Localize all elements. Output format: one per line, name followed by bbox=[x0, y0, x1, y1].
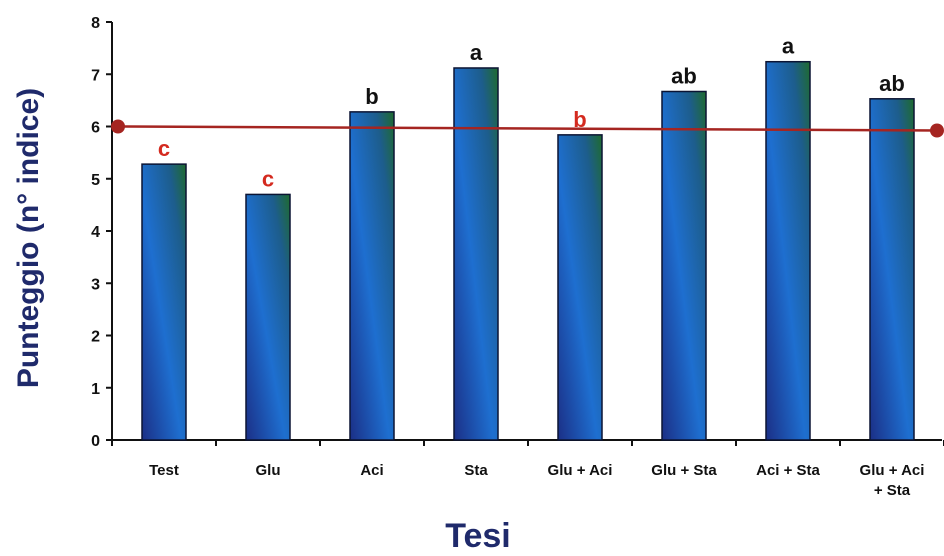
significance-letter: b bbox=[573, 107, 586, 132]
x-tick-label: + Sta bbox=[874, 482, 911, 499]
reference-line bbox=[117, 125, 939, 132]
significance-letter: a bbox=[470, 40, 483, 65]
x-tick-label: Glu + Aci bbox=[860, 462, 925, 479]
significance-letter: a bbox=[782, 34, 795, 59]
significance-letter: c bbox=[158, 136, 170, 161]
y-tick-label: 8 bbox=[91, 15, 100, 32]
y-tick-label: 4 bbox=[91, 224, 100, 241]
x-axis-title: Tesi bbox=[445, 517, 511, 555]
bar bbox=[453, 67, 499, 441]
x-tick-label: Glu + Aci bbox=[548, 462, 613, 479]
y-tick-label: 6 bbox=[91, 120, 100, 137]
reference-line-marker bbox=[111, 119, 125, 134]
y-tick-label: 3 bbox=[91, 276, 100, 293]
significance-letter: b bbox=[365, 84, 378, 109]
bar bbox=[557, 134, 603, 441]
x-tick-label: Glu bbox=[256, 462, 281, 479]
y-axis-title: Punteggio (n° indice) bbox=[12, 88, 45, 388]
bar bbox=[661, 90, 707, 441]
y-tick-label: 2 bbox=[91, 329, 100, 346]
x-tick-label: Sta bbox=[464, 462, 488, 479]
bar bbox=[141, 163, 187, 441]
plot-area: 0 1 2 3 4 5 6 7 8 c Test c Glu b Aci a Sta b Glu + Aci ab Gl… bbox=[91, 15, 944, 499]
x-tick-label: Glu + Sta bbox=[651, 462, 717, 479]
x-tick-label: Aci bbox=[360, 462, 383, 479]
x-tick-label: Aci + Sta bbox=[756, 462, 820, 479]
bar bbox=[245, 193, 291, 441]
bar bbox=[349, 111, 395, 441]
y-tick-label: 0 bbox=[91, 433, 100, 450]
significance-letter: ab bbox=[671, 63, 697, 88]
bar bbox=[869, 98, 915, 441]
x-tick-label: Test bbox=[149, 462, 179, 479]
significance-letter: ab bbox=[879, 71, 905, 96]
y-tick-label: 5 bbox=[91, 172, 100, 189]
y-tick-label: 1 bbox=[91, 381, 100, 398]
significance-letter: c bbox=[262, 166, 274, 191]
y-tick-label: 7 bbox=[91, 67, 100, 84]
reference-line-marker bbox=[930, 123, 944, 138]
bar bbox=[765, 60, 811, 441]
